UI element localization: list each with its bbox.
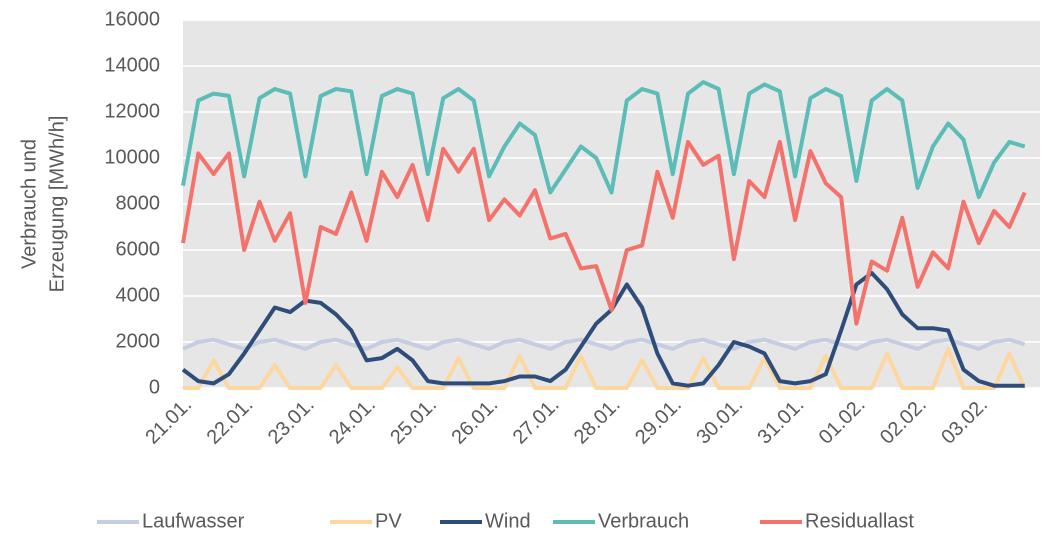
y-tick-label: 8000 [116,192,161,214]
x-tick-label: 29.01. [631,394,686,449]
y-tick-label: 12000 [104,100,160,122]
line-series [181,80,1026,200]
x-tick-label: 28.01. [570,394,625,449]
legend-label: Residuallast [805,510,914,532]
legend-label: Wind [485,510,531,532]
x-tick-label: 31.01. [754,394,809,449]
x-tick-label: 01.02. [815,394,870,449]
x-tick-label: 27.01. [509,394,564,449]
line-series [181,139,1027,326]
x-tick-label: 03.02. [937,394,992,449]
x-tick-label: 30.01. [692,394,747,449]
y-tick-label: 4000 [116,284,161,306]
y-axis-label: Erzeugung [MWh/h] [46,116,68,293]
y-tick-label: 16000 [104,8,160,30]
x-tick-label: 21.01. [141,394,196,449]
y-axis-label: Verbrauch und [18,139,40,269]
legend-label: Laufwasser [142,510,245,532]
y-tick-label: 14000 [104,54,160,76]
line-series [183,346,1027,390]
x-tick-label: 26.01. [447,394,502,449]
line-series [182,337,1026,351]
x-tick-label: 25.01. [386,394,441,449]
x-tick-label: 24.01. [325,394,380,449]
x-tick-label: 22.01. [203,394,258,449]
legend-label: PV [375,510,402,532]
line-series [181,271,1025,388]
y-tick-label: 2000 [116,330,161,352]
x-tick-label: 23.01. [264,394,319,449]
y-tick-label: 0 [149,376,160,398]
x-tick-label: 02.02. [876,394,931,449]
y-tick-label: 6000 [116,238,161,260]
legend-label: Verbrauch [598,510,689,532]
y-tick-label: 10000 [104,146,160,168]
